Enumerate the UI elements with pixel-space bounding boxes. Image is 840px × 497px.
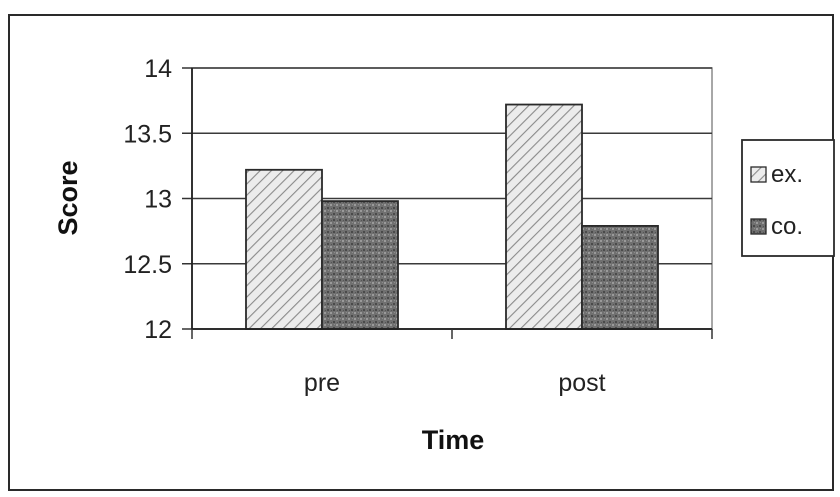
x-tick-label: pre xyxy=(304,369,340,397)
legend-swatch-ex xyxy=(750,166,767,183)
chart-frame xyxy=(8,14,834,491)
y-tick-label: 13 xyxy=(144,186,172,214)
bars xyxy=(245,103,659,330)
y-tick-label: 13.5 xyxy=(123,120,172,148)
bar-co-pre xyxy=(321,200,399,330)
legend-box xyxy=(741,139,835,257)
x-axis-title: Time xyxy=(422,425,485,455)
legend: ex. co. xyxy=(741,139,835,257)
y-tick-label: 12.5 xyxy=(123,251,172,279)
bar-ex-post xyxy=(505,103,583,330)
legend-label: co. xyxy=(771,213,803,240)
bar-ex-pre xyxy=(245,168,323,330)
axes xyxy=(182,67,713,339)
y-tick-label: 12 xyxy=(144,316,172,344)
y-tick-label: 14 xyxy=(144,55,172,83)
bar-co-post xyxy=(581,225,659,330)
y-axis-title: Score xyxy=(53,160,83,235)
legend-swatch-co xyxy=(750,218,767,235)
legend-label: ex. xyxy=(771,161,803,188)
x-tick-label: post xyxy=(558,369,605,397)
labels: 12 12.5 13 13.5 14 pre post Time Score xyxy=(53,55,606,455)
